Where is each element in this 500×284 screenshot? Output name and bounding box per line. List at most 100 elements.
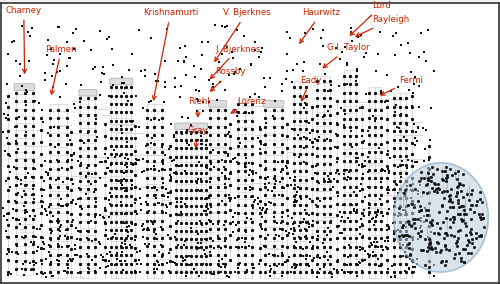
Point (384, 99, 392, 103)
Point (338, 50, 346, 55)
Point (209, 239, 217, 243)
Point (214, 234, 222, 239)
Point (160, 157, 168, 162)
Point (118, 80, 126, 85)
Point (166, 269, 173, 273)
Point (406, 51, 414, 56)
Point (358, 268, 366, 273)
Point (187, 132, 195, 136)
Point (44, 170, 52, 175)
Point (54, 217, 62, 221)
Point (306, 254, 314, 258)
Point (287, 269, 295, 274)
Point (208, 82, 216, 86)
Point (120, 80, 128, 85)
Point (426, 265, 434, 269)
Point (102, 227, 110, 232)
Point (28, 266, 36, 271)
Point (22, 102, 30, 107)
Point (304, 220, 312, 225)
Point (170, 261, 178, 265)
Point (224, 177, 232, 181)
Point (409, 182, 417, 186)
Point (354, 202, 362, 206)
Point (236, 260, 244, 265)
Point (218, 157, 226, 162)
Point (292, 265, 300, 270)
Point (158, 255, 166, 260)
Point (100, 72, 108, 76)
Point (221, 265, 229, 270)
Point (284, 68, 292, 73)
Point (366, 200, 374, 205)
Point (194, 241, 202, 245)
Point (8, 39, 16, 44)
Point (338, 215, 346, 220)
Point (4, 273, 12, 277)
Point (218, 52, 226, 57)
Point (132, 262, 140, 266)
Point (47, 231, 55, 235)
Point (124, 140, 132, 145)
Point (16, 182, 24, 186)
Point (158, 144, 166, 149)
Point (300, 217, 308, 221)
Point (112, 154, 120, 159)
Point (426, 243, 434, 247)
Point (249, 206, 257, 211)
Point (6, 249, 14, 254)
Point (74, 197, 82, 201)
Point (360, 139, 368, 144)
Point (69, 218, 77, 222)
Point (250, 219, 258, 224)
Point (427, 243, 435, 247)
Point (335, 224, 343, 229)
Point (300, 207, 308, 212)
Point (406, 202, 414, 206)
Point (251, 91, 259, 96)
Point (233, 238, 241, 243)
Point (306, 224, 314, 229)
Point (46, 183, 54, 187)
Point (247, 217, 255, 222)
Point (200, 248, 208, 253)
Point (255, 261, 263, 266)
Point (178, 131, 186, 136)
Point (271, 168, 279, 172)
Point (26, 240, 34, 245)
Point (291, 174, 299, 179)
Point (306, 240, 314, 245)
Point (38, 203, 46, 208)
Point (62, 81, 70, 86)
Point (92, 135, 100, 140)
Point (300, 135, 308, 140)
Point (195, 273, 203, 278)
Point (159, 252, 167, 257)
Point (417, 218, 425, 223)
Point (62, 64, 70, 68)
Point (18, 267, 26, 272)
Point (410, 259, 418, 264)
Point (46, 185, 54, 189)
Point (120, 259, 128, 264)
Point (176, 94, 184, 99)
Point (53, 157, 61, 162)
Point (39, 120, 47, 124)
Point (406, 267, 413, 272)
Point (250, 40, 258, 45)
Point (100, 151, 108, 156)
Point (133, 211, 141, 216)
Point (192, 180, 200, 185)
Point (58, 166, 66, 170)
Point (256, 206, 264, 210)
Point (40, 188, 48, 193)
Point (284, 161, 292, 166)
Point (421, 147, 429, 152)
Point (119, 268, 127, 272)
Point (192, 88, 200, 93)
Point (107, 194, 115, 199)
Point (24, 170, 32, 175)
Point (153, 187, 161, 192)
Point (56, 95, 64, 100)
Point (38, 194, 46, 199)
